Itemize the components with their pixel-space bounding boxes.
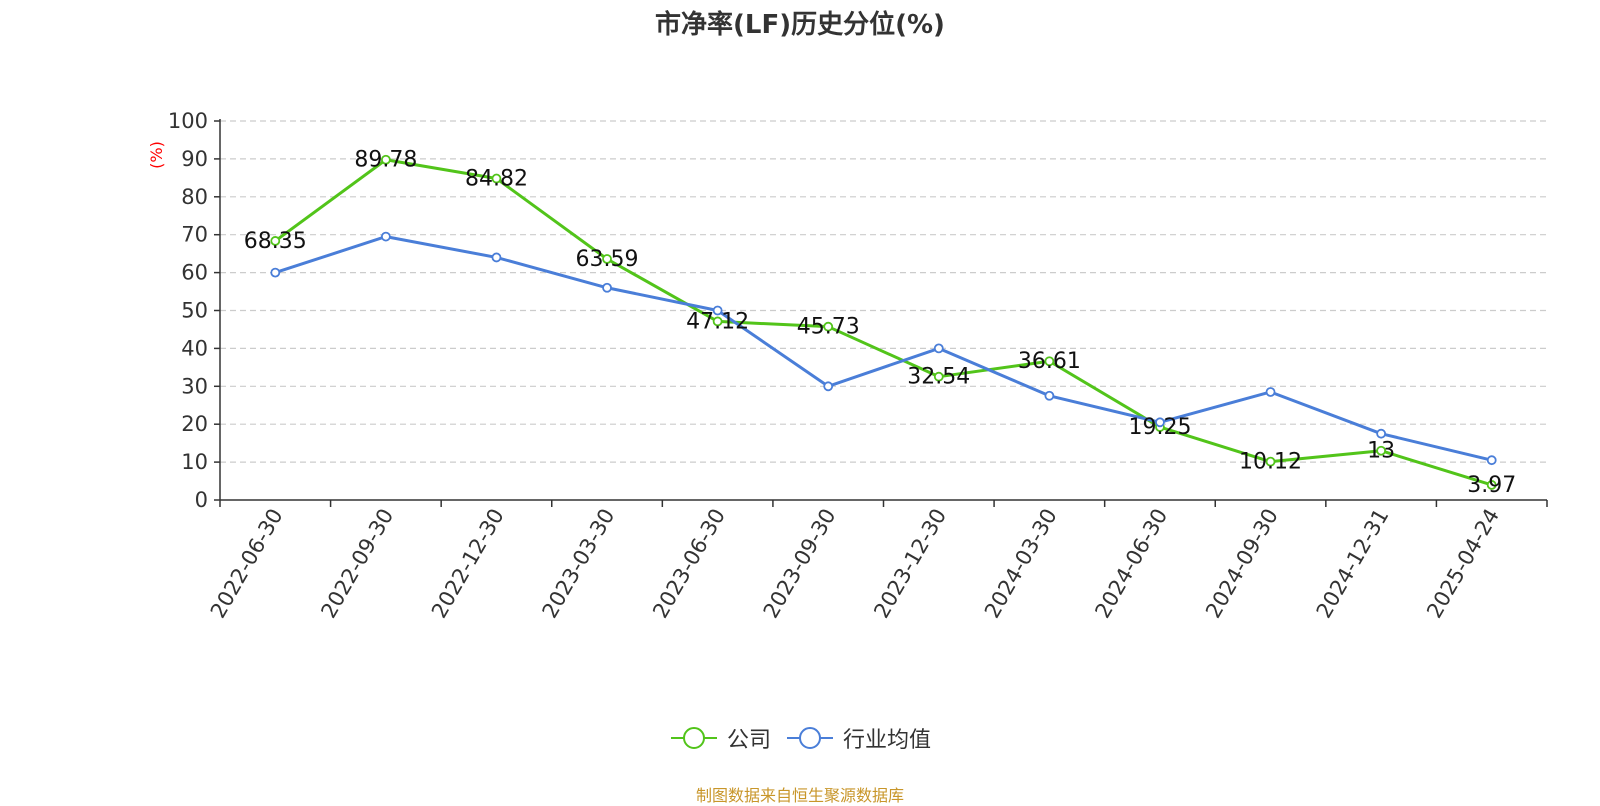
x-tick-label: 2024-03-30	[980, 505, 1062, 623]
data-label: 84.82	[465, 167, 528, 192]
data-point	[1486, 480, 1497, 490]
legend-marker-circle	[799, 727, 821, 749]
y-axis-label: (%)	[147, 141, 166, 169]
data-labels: 68.35 89.78 84.82 63.59 47.12 45.73 32.54 36.61…	[244, 148, 1516, 498]
data-label: 32.54	[907, 365, 970, 390]
x-tick-label: 2022-12-30	[427, 505, 509, 623]
data-point	[1044, 390, 1055, 401]
y-tick-label: 50	[181, 299, 208, 323]
legend-item-industry[interactable]: 行业均值	[785, 722, 931, 754]
data-label: 45.73	[797, 315, 860, 340]
legend-label: 行业均值	[843, 728, 932, 753]
data-point	[1155, 417, 1165, 428]
data-point	[270, 267, 281, 278]
data-point	[491, 252, 502, 263]
series-lines	[270, 154, 1497, 490]
data-point	[380, 154, 391, 165]
x-tick-label: 2022-09-30	[316, 505, 398, 623]
series-line-company	[274, 158, 1493, 487]
y-tick-label: 30	[181, 374, 208, 398]
data-label: 13	[1367, 439, 1395, 464]
y-tick-label: 10	[181, 450, 208, 474]
x-tick-label: 2023-09-30	[759, 505, 841, 623]
legend-item-company[interactable]: 公司	[669, 722, 771, 754]
axes: 0 10 20 30 40 50 60 70 80 90 100(%) 2022-06-30 2022-…	[147, 109, 1548, 623]
data-point	[491, 173, 502, 184]
legend-label: 公司	[726, 728, 771, 753]
legend-marker-circle	[682, 727, 705, 749]
x-tick-label: 2023-06-30	[648, 505, 730, 623]
data-point	[1265, 456, 1276, 467]
data-point	[823, 321, 834, 332]
x-tick-label: 2024-06-30	[1090, 505, 1172, 623]
source-note: 制图数据来自恒生聚源数据库	[695, 786, 904, 805]
legend-marker-icon	[670, 727, 717, 749]
y-tick-label: 40	[181, 336, 208, 360]
series-line-industry	[274, 235, 1493, 462]
data-point	[1265, 387, 1276, 397]
data-point	[602, 254, 612, 264]
y-tick-label: 20	[181, 412, 208, 436]
data-point	[1486, 455, 1497, 466]
legend-marker-icon	[787, 727, 833, 749]
data-point	[1044, 356, 1055, 367]
data-point	[602, 282, 612, 293]
data-point	[1376, 428, 1387, 439]
data-label: 10.12	[1239, 450, 1302, 475]
data-label: 68.35	[244, 229, 307, 254]
chart-title: 市净率(LF)历史分位(%)	[655, 10, 945, 40]
data-point	[380, 231, 391, 242]
x-tick-label: 2023-12-30	[869, 505, 951, 623]
data-label: 63.59	[576, 247, 639, 272]
data-point	[712, 316, 723, 327]
y-tick-label: 70	[181, 223, 208, 247]
x-tick-label: 2022-06-30	[206, 505, 288, 623]
data-point	[933, 343, 944, 354]
x-tick-label: 2023-03-30	[538, 505, 620, 623]
x-tick-label: 2024-12-31	[1312, 505, 1394, 623]
data-point	[270, 236, 281, 246]
data-label: 47.12	[686, 309, 749, 334]
y-tick-label: 100	[168, 109, 208, 133]
x-tick-label: 2024-09-30	[1201, 505, 1283, 623]
data-label: 89.78	[354, 148, 417, 173]
data-point	[1376, 445, 1387, 456]
data-label: 3.97	[1467, 473, 1516, 498]
x-tick-label: 2025-04-24	[1422, 505, 1504, 623]
y-tick-label: 0	[195, 488, 208, 512]
data-point	[933, 371, 944, 382]
y-tick-label: 90	[181, 147, 208, 171]
y-tick-label: 60	[181, 261, 208, 285]
data-point	[823, 381, 834, 392]
y-tick-label: 80	[181, 185, 208, 209]
legend: 公司 行业均值	[0, 722, 1600, 754]
data-point	[712, 305, 723, 316]
data-label: 36.61	[1018, 349, 1081, 374]
data-label: 19.25	[1128, 415, 1191, 440]
grid-lines	[220, 120, 1547, 463]
